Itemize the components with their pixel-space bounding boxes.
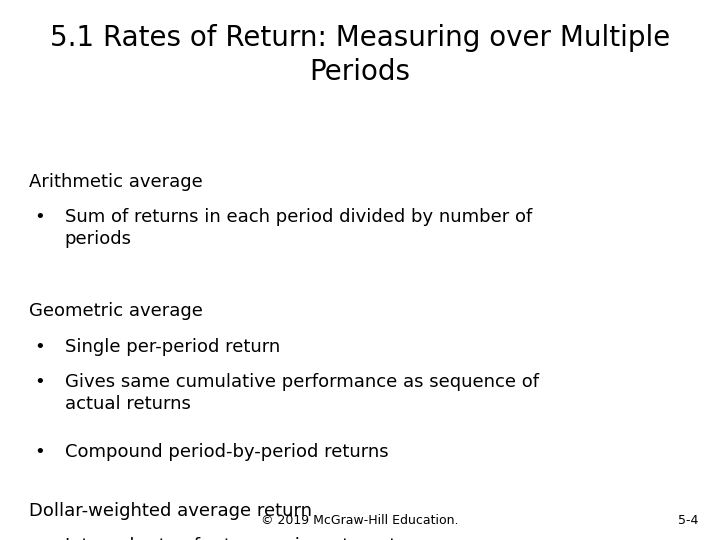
Text: Internal rate of return on investment: Internal rate of return on investment — [65, 537, 396, 540]
Text: Dollar-weighted average return: Dollar-weighted average return — [29, 502, 312, 520]
Text: Arithmetic average: Arithmetic average — [29, 173, 202, 191]
Text: Single per-period return: Single per-period return — [65, 338, 280, 355]
Text: •: • — [35, 338, 45, 355]
Text: 5.1 Rates of Return: Measuring over Multiple
Periods: 5.1 Rates of Return: Measuring over Mult… — [50, 24, 670, 86]
Text: © 2019 McGraw-Hill Education.: © 2019 McGraw-Hill Education. — [261, 514, 459, 526]
Text: Geometric average: Geometric average — [29, 302, 202, 320]
Text: Compound period-by-period returns: Compound period-by-period returns — [65, 443, 388, 461]
Text: Gives same cumulative performance as sequence of
actual returns: Gives same cumulative performance as seq… — [65, 373, 539, 413]
Text: •: • — [35, 537, 45, 540]
Text: •: • — [35, 443, 45, 461]
Text: Sum of returns in each period divided by number of
periods: Sum of returns in each period divided by… — [65, 208, 532, 248]
Text: 5-4: 5-4 — [678, 514, 698, 526]
Text: •: • — [35, 373, 45, 390]
Text: •: • — [35, 208, 45, 226]
